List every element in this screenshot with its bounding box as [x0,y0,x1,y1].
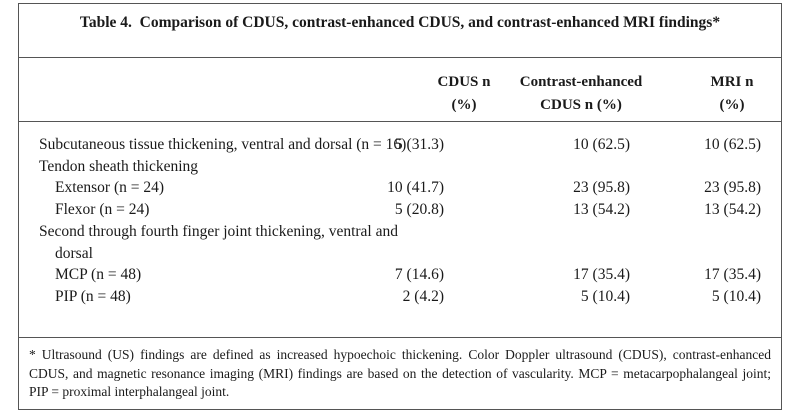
table-title: Table 4. Comparison of CDUS, contrast-en… [79,14,721,31]
cell-value: 17 (35.4) [573,266,630,284]
table-row: Tendon sheath thickening [19,156,781,178]
table-row: Extensor (n = 24) 10 (41.7) 23 (95.8) 23 (9… [19,177,781,199]
cell-value: 5 (10.4) [711,287,761,305]
table-row: PIP (n = 48) 2 (4.2) 5 (10.4) 5 (10.4) [19,286,781,308]
cell-value: 13 (54.2) [704,201,761,219]
cell-value: 2 (4.2) [402,287,444,305]
row-label: PIP (n = 48) [55,287,131,305]
table-row: Subcutaneous tissue thickening, ventral … [19,134,781,156]
cell-value: 13 (54.2) [573,201,630,219]
cell-value: 10 (62.5) [573,136,630,153]
row-label: Second through fourth finger joint thick… [39,222,398,262]
cell-value: 10 (41.7) [387,179,444,197]
table-body: Subcutaneous tissue thickening, ventral … [19,134,781,308]
column-header: Contrast-enhanced CDUS n (%) [519,74,643,113]
row-label: Subcutaneous tissue thickening, ventral … [39,136,407,153]
rule [19,121,781,122]
cell-value: 7 (14.6) [394,266,444,284]
cell-value: 10 (62.5) [704,136,761,153]
footnote: * Ultrasound (US) findings are defined a… [29,347,771,399]
cell-value: 5 (31.3) [394,136,444,153]
table-frame: Table 4. Comparison of CDUS, contrast-en… [18,3,782,410]
table-row: Second through fourth finger joint thick… [19,221,781,264]
column-header: CDUS n (%) [437,74,491,113]
table-row: Flexor (n = 24) 5 (20.8) 13 (54.2) 13 (54.2… [19,199,781,221]
row-label: Flexor (n = 24) [55,201,150,219]
row-label: Extensor (n = 24) [55,179,165,197]
row-label: Tendon sheath thickening [39,157,199,175]
cell-value: 5 (10.4) [580,287,630,305]
column-header: MRI n (%) [710,74,754,113]
row-label: MCP (n = 48) [55,266,142,284]
table-row: MCP (n = 48) 7 (14.6) 17 (35.4) 17 (35.4) [19,264,781,286]
cell-value: 23 (95.8) [704,179,761,197]
cell-value: 23 (95.8) [573,179,630,197]
rule [19,337,781,338]
rule [19,57,781,58]
cell-value: 5 (20.8) [394,201,444,219]
cell-value: 17 (35.4) [704,266,761,284]
